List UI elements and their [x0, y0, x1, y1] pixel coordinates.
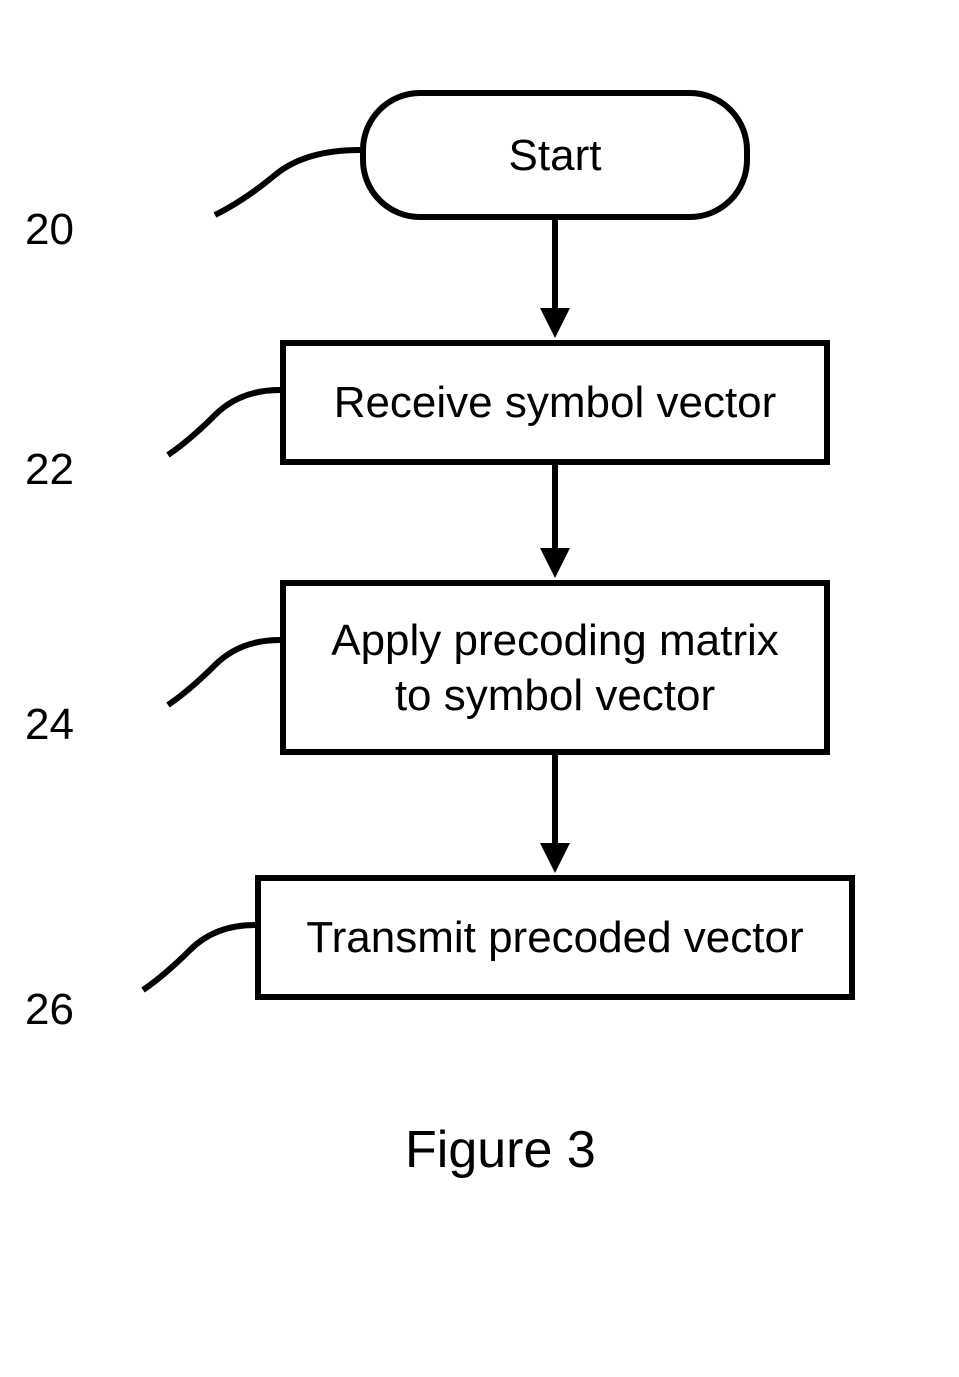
node-start-label: Start — [499, 128, 612, 183]
node-transmit: Transmit precoded vector — [255, 875, 855, 1000]
node-receive-label: Receive symbol vector — [324, 375, 787, 430]
callout-apply — [160, 635, 285, 715]
node-start: Start — [360, 90, 750, 220]
callout-transmit — [135, 920, 260, 1000]
node-receive: Receive symbol vector — [280, 340, 830, 465]
arrow-start-receive — [535, 220, 575, 340]
callout-receive — [160, 385, 285, 465]
node-apply: Apply precoding matrix to symbol vector — [280, 580, 830, 755]
ref-label-20: 20 — [25, 205, 74, 255]
callout-start — [205, 145, 365, 225]
node-transmit-label: Transmit precoded vector — [296, 910, 813, 965]
node-apply-label: Apply precoding matrix to symbol vector — [321, 613, 789, 723]
arrow-apply-transmit — [535, 755, 575, 875]
ref-label-24: 24 — [25, 700, 74, 750]
figure-caption: Figure 3 — [405, 1120, 596, 1180]
ref-label-22: 22 — [25, 445, 74, 495]
arrow-receive-apply — [535, 465, 575, 580]
ref-label-26: 26 — [25, 985, 74, 1035]
